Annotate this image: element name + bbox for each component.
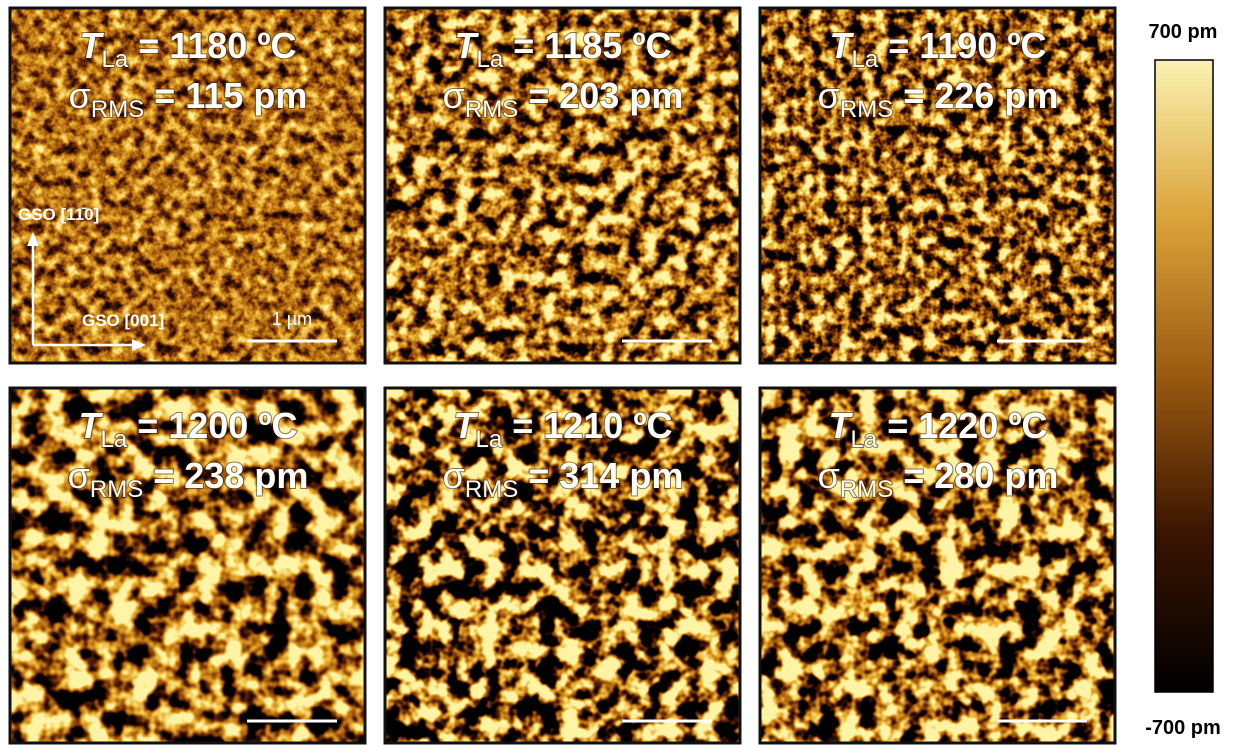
subscript: La	[102, 46, 129, 73]
subscript: RMS	[90, 476, 143, 503]
value: = 1220 ºC	[887, 405, 1047, 446]
colorbar-max: 700 pm	[1149, 21, 1218, 43]
subscript: RMS	[465, 96, 518, 123]
colorbar	[1155, 60, 1213, 692]
symbol: σ	[443, 455, 465, 496]
value: = 280 pm	[903, 455, 1058, 496]
vertical-axis-label: GSO [11̄0]	[18, 205, 99, 224]
symbol: σ	[69, 75, 91, 116]
value: = 1185 ºC	[513, 25, 671, 66]
value: = 238 pm	[153, 455, 308, 496]
subscript: RMS	[840, 476, 893, 503]
subscript: La	[851, 426, 878, 453]
symbol: σ	[818, 75, 840, 116]
value: = 1210 ºC	[512, 405, 672, 446]
value: = 1200 ºC	[137, 405, 297, 446]
subscript: La	[476, 426, 503, 453]
subscript: RMS	[91, 96, 144, 123]
horizontal-axis-label: GSO [001]	[82, 311, 164, 330]
subscript: La	[852, 46, 879, 73]
scale-bar-label: 1 µm	[272, 309, 312, 329]
subscript: La	[477, 46, 504, 73]
symbol: σ	[443, 75, 465, 116]
value: = 314 pm	[528, 455, 683, 496]
subscript: RMS	[465, 476, 518, 503]
value: = 1190 ºC	[888, 25, 1046, 66]
symbol: σ	[68, 455, 90, 496]
value: = 115 pm	[154, 75, 307, 116]
symbol: σ	[818, 455, 840, 496]
figure: TLa= 1180 ºCσRMS= 115 pmTLa= 1185 ºCσRMS…	[0, 0, 1245, 745]
value: = 203 pm	[528, 75, 683, 116]
value: = 1180 ºC	[138, 25, 296, 66]
subscript: La	[101, 426, 128, 453]
value: = 226 pm	[903, 75, 1058, 116]
subscript: RMS	[840, 96, 893, 123]
colorbar-min: -700 pm	[1145, 717, 1221, 739]
